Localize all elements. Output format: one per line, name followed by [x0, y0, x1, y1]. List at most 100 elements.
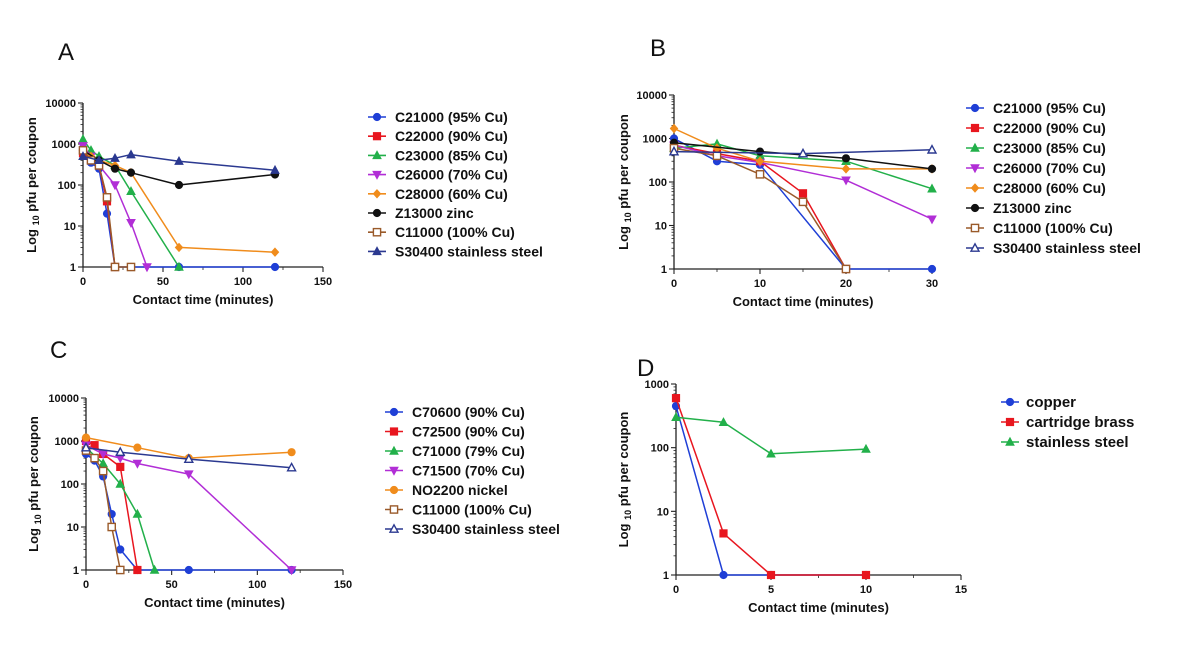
x-axis-label: Contact time (minutes): [133, 292, 274, 307]
legend-label: S30400 stainless steel: [993, 240, 1141, 256]
data-point: [115, 478, 126, 488]
series-cartridge-brass: [671, 394, 871, 580]
legend-label: C26000 (70% Cu): [395, 167, 508, 183]
series-line: [675, 397, 866, 576]
data-point: [286, 461, 297, 472]
legend-item: C23000 (85% Cu): [966, 140, 1106, 156]
legend: copper cartridge brass stainless steel: [1001, 394, 1134, 451]
data-point: [126, 149, 136, 159]
y-tick-label: 1000: [55, 436, 79, 448]
data-point: [671, 412, 681, 421]
legend-label: Z13000 zinc: [993, 200, 1072, 216]
y-tick-label: 100: [649, 177, 667, 189]
x-tick-label: 150: [314, 276, 332, 288]
legend-label: C22000 (90% Cu): [395, 128, 508, 144]
data-point: [669, 123, 679, 134]
data-point: [712, 151, 722, 161]
legend-marker: [372, 246, 382, 256]
y-tick-label: 1000: [643, 134, 667, 146]
legend-label: C11000 (100% Cu): [993, 220, 1113, 236]
data-point: [766, 448, 776, 458]
data-point: [110, 164, 120, 173]
data-point: [270, 164, 280, 174]
data-point: [98, 450, 108, 460]
legend-item: C71500 (70% Cu): [385, 463, 525, 479]
series-c28000-60-cu: [669, 123, 937, 174]
y-tick-label: 1: [661, 264, 667, 276]
legend-label: C72500 (90% Cu): [412, 424, 525, 440]
legend-label: C28000 (60% Cu): [993, 180, 1106, 196]
data-point: [668, 145, 680, 156]
legend-marker: [1005, 417, 1015, 427]
data-point: [110, 181, 120, 191]
y-tick-label: 10000: [636, 90, 667, 102]
legend: C21000 (95% Cu) C22000 (90% Cu) C23000 (85…: [368, 109, 543, 259]
data-point: [116, 462, 125, 471]
data-point: [861, 443, 871, 453]
legend-item: C22000 (90% Cu): [368, 128, 508, 144]
series-s30400-stainless-steel: [668, 144, 938, 158]
legend-marker: [389, 427, 399, 436]
legend-marker: [970, 223, 980, 233]
data-point: [755, 170, 765, 179]
data-point: [126, 186, 136, 196]
x-tick-label: 150: [334, 579, 352, 591]
data-point: [81, 433, 91, 442]
data-point: [797, 147, 809, 158]
series-line: [675, 405, 866, 576]
chart-panel-a: A 1 10 100 1000 10000 0 50 100 150 Contact time (m…: [24, 39, 543, 307]
y-tick-label: 1: [73, 565, 79, 577]
data-point: [132, 508, 143, 518]
legend-marker: [372, 170, 382, 180]
panel-letter-a: A: [58, 39, 74, 66]
data-point: [927, 215, 937, 225]
legend-item: Z13000 zinc: [368, 205, 474, 221]
y-tick-label: 1: [70, 262, 76, 274]
legend-marker: [970, 183, 980, 193]
y-axis-label: Log 10 pfu per coupon: [616, 412, 633, 548]
data-point: [287, 448, 296, 457]
data-point: [927, 164, 937, 174]
legend-label: Z13000 zinc: [395, 205, 474, 221]
series-line: [675, 416, 867, 455]
data-point: [86, 156, 96, 165]
data-point: [174, 155, 184, 165]
legend-marker: [372, 132, 382, 141]
data-point: [126, 219, 136, 229]
legend-item: C26000 (70% Cu): [368, 167, 508, 183]
x-tick-label: 50: [157, 276, 169, 288]
legend: C21000 (95% Cu) C22000 (90% Cu) C23000 (85…: [966, 100, 1141, 256]
series-s30400-stainless-steel: [80, 441, 297, 472]
x-axis-label: Contact time (minutes): [144, 595, 285, 610]
data-point: [286, 566, 297, 576]
legend-item: C21000 (95% Cu): [368, 109, 508, 125]
data-point: [98, 458, 108, 468]
y-tick-label: 10: [655, 221, 667, 233]
data-point: [78, 134, 88, 144]
legend-label: C11000 (100% Cu): [395, 224, 515, 240]
data-point: [102, 193, 112, 202]
legend-marker: [389, 505, 399, 514]
legend-item: S30400 stainless steel: [966, 240, 1141, 256]
legend-item: NO2200 nickel: [385, 482, 508, 498]
data-point: [183, 470, 194, 480]
legend-label: stainless steel: [1026, 434, 1129, 451]
legend-label: C70600 (90% Cu): [412, 404, 525, 420]
x-tick-label: 15: [955, 584, 967, 596]
legend-marker: [970, 123, 980, 133]
legend-marker: [388, 523, 400, 533]
legend: C70600 (90% Cu) C72500 (90% Cu) C71000 (79…: [385, 404, 560, 537]
data-point: [174, 242, 184, 253]
y-tick-label: 10000: [45, 98, 76, 110]
y-axis-label: Log 10 pfu per coupon: [616, 114, 633, 250]
data-point: [184, 565, 193, 575]
data-point: [718, 417, 729, 427]
data-point: [174, 180, 184, 190]
data-point: [115, 565, 125, 575]
legend-item: C11000 (100% Cu): [385, 502, 532, 518]
legend-item: C21000 (95% Cu): [966, 100, 1106, 116]
x-tick-label: 5: [768, 584, 774, 596]
data-point: [755, 156, 765, 166]
series-line: [82, 149, 131, 268]
